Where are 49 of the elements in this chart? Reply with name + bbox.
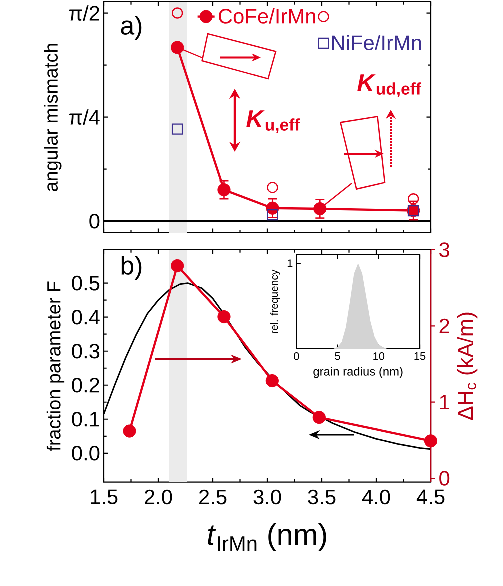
annotation: K$_{u,eff}$ [246,110,300,134]
point [123,424,136,438]
x-tick-label: 0 [294,352,300,360]
y-tick-label: 0.1 [72,412,100,427]
point [171,41,184,54]
x-tick-label: 3.0 [254,490,282,505]
annotation: b) [122,256,142,280]
point [314,202,327,216]
point [171,259,184,273]
point [172,8,184,19]
y2-tick-label: 0 [440,471,450,486]
y2-tick-label: 2 [440,318,450,334]
point [218,310,231,324]
y-tick-label: π/2 [69,6,100,21]
y-tick-label: 0.2 [72,378,100,393]
y-tick-label: 0.3 [72,344,100,359]
y-axis-title: fraction parameter F [46,282,65,452]
x-axis-title: grain radius (nm) [314,367,403,378]
x-tick-label: 1.5 [91,490,118,504]
point [424,434,438,448]
point [408,193,420,205]
x-tick-label: 3.5 [308,490,336,505]
point [312,411,326,424]
x-tick-label: 10 [374,352,385,360]
x-tick-label: 2.0 [145,490,172,505]
legend-label: CoFe/IrMn [218,8,316,24]
y-axis-title: angular mismatch [44,44,62,192]
point [267,182,278,194]
x-tick-label: 5 [335,352,340,360]
y-tick-label: 0 [90,214,100,229]
legend-label: NiFe/IrMn [332,35,422,50]
x-tick-label: 4.0 [362,490,390,505]
y-tick-label: π/4 [69,110,100,125]
annotation: K$_{ud,eff}$ [358,74,422,98]
x-axis-title: t$_{IrMn}$ (nm) [208,523,326,552]
annotation: a) [121,16,142,40]
point [266,374,279,388]
y2-axis-title: ΔH$_{c}$ (kA/m) [457,312,478,420]
x-tick-label: 4.5 [416,490,445,504]
x-tick-label: 15 [414,352,426,360]
point [218,184,231,197]
x-tick-label: 2.5 [200,490,227,505]
y2-tick-label: 1 [440,395,450,410]
point [172,124,184,135]
y2-tick-label: 3 [440,242,450,258]
y-tick-label: 0.0 [72,446,100,461]
y-tick-label: 0.5 [72,276,100,291]
y-tick-label: 0.4 [72,310,100,325]
y-axis-title: rel. frequency [270,270,280,334]
